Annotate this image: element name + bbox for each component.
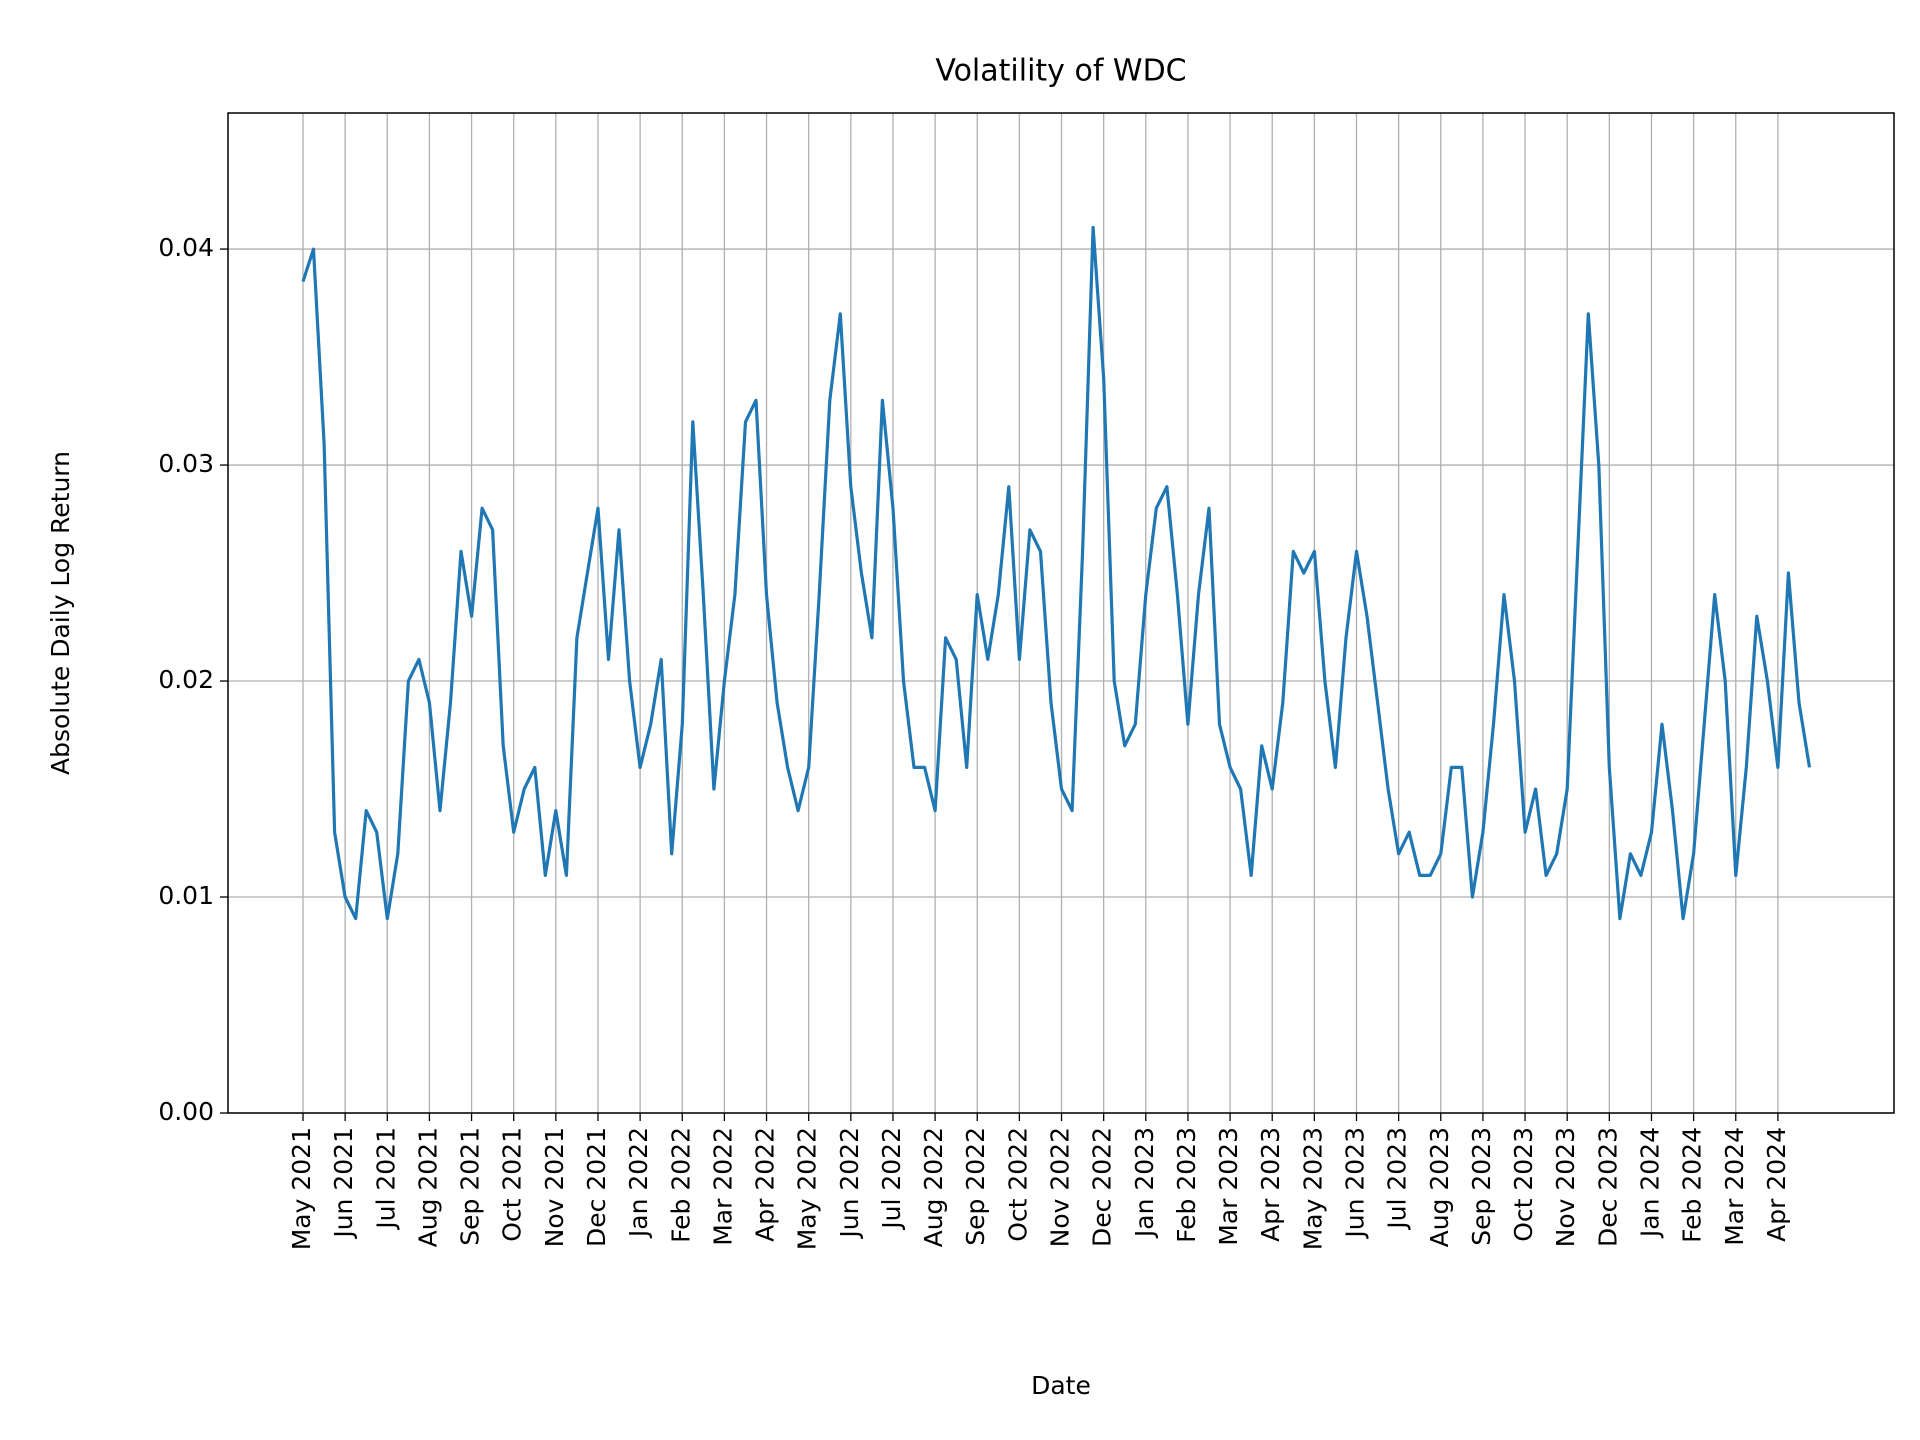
y-tick-label: 0.00: [158, 1097, 214, 1126]
x-tick-label: Oct 2023: [1509, 1127, 1538, 1242]
x-tick-label: Nov 2022: [1046, 1127, 1075, 1247]
x-tick-label: Feb 2022: [666, 1127, 695, 1243]
x-tick-label: Nov 2023: [1551, 1127, 1580, 1247]
x-tick-label: Jun 2023: [1341, 1127, 1370, 1240]
x-tick-label: Sep 2023: [1467, 1127, 1496, 1246]
x-tick-label: May 2023: [1298, 1127, 1327, 1250]
x-tick-label: Dec 2022: [1088, 1127, 1117, 1247]
x-tick-label: Oct 2022: [1003, 1127, 1032, 1242]
x-tick-label: Oct 2021: [498, 1127, 527, 1242]
x-tick-label: Jul 2023: [1383, 1127, 1412, 1231]
y-tick-label: 0.02: [158, 665, 214, 694]
x-tick-label: Jan 2022: [624, 1127, 653, 1239]
y-tick-label: 0.04: [158, 233, 214, 262]
x-tick-label: Mar 2023: [1214, 1127, 1243, 1246]
x-tick-label: Feb 2024: [1678, 1127, 1707, 1243]
plot-frame: [227, 112, 1895, 1114]
x-tick-label: Jun 2022: [835, 1127, 864, 1240]
x-tick-label: Aug 2021: [413, 1127, 442, 1247]
x-tick-label: Jul 2021: [371, 1127, 400, 1231]
x-tick-label: Nov 2021: [540, 1127, 569, 1247]
x-tick-label: Sep 2021: [456, 1127, 485, 1246]
x-tick-label: Dec 2023: [1593, 1127, 1622, 1247]
x-tick-label: Jan 2023: [1130, 1127, 1159, 1239]
x-tick-label: Mar 2022: [708, 1127, 737, 1246]
x-tick-label: Jul 2022: [877, 1127, 906, 1231]
x-tick-label: Dec 2021: [582, 1127, 611, 1247]
x-tick-label: Feb 2023: [1172, 1127, 1201, 1243]
y-tick-label: 0.01: [158, 881, 214, 910]
x-tick-label: Sep 2022: [961, 1127, 990, 1246]
chart-title: Volatility of WDC: [935, 54, 1186, 89]
x-tick-label: Jun 2021: [329, 1127, 358, 1240]
y-tick-label: 0.03: [158, 449, 214, 478]
x-tick-label: Jan 2024: [1635, 1127, 1664, 1239]
x-axis-label: Date: [1031, 1371, 1091, 1400]
x-tick-label: Apr 2022: [751, 1127, 780, 1242]
x-tick-label: May 2022: [793, 1127, 822, 1250]
y-axis-label: Absolute Daily Log Return: [46, 451, 75, 775]
x-tick-label: Aug 2023: [1425, 1127, 1454, 1247]
x-tick-label: Apr 2024: [1762, 1127, 1791, 1242]
x-tick-label: Mar 2024: [1720, 1127, 1749, 1246]
x-tick-label: Apr 2023: [1256, 1127, 1285, 1242]
x-tick-label: Aug 2022: [919, 1127, 948, 1247]
data-line: [301, 225, 1812, 921]
x-tick-label: May 2021: [287, 1127, 316, 1250]
